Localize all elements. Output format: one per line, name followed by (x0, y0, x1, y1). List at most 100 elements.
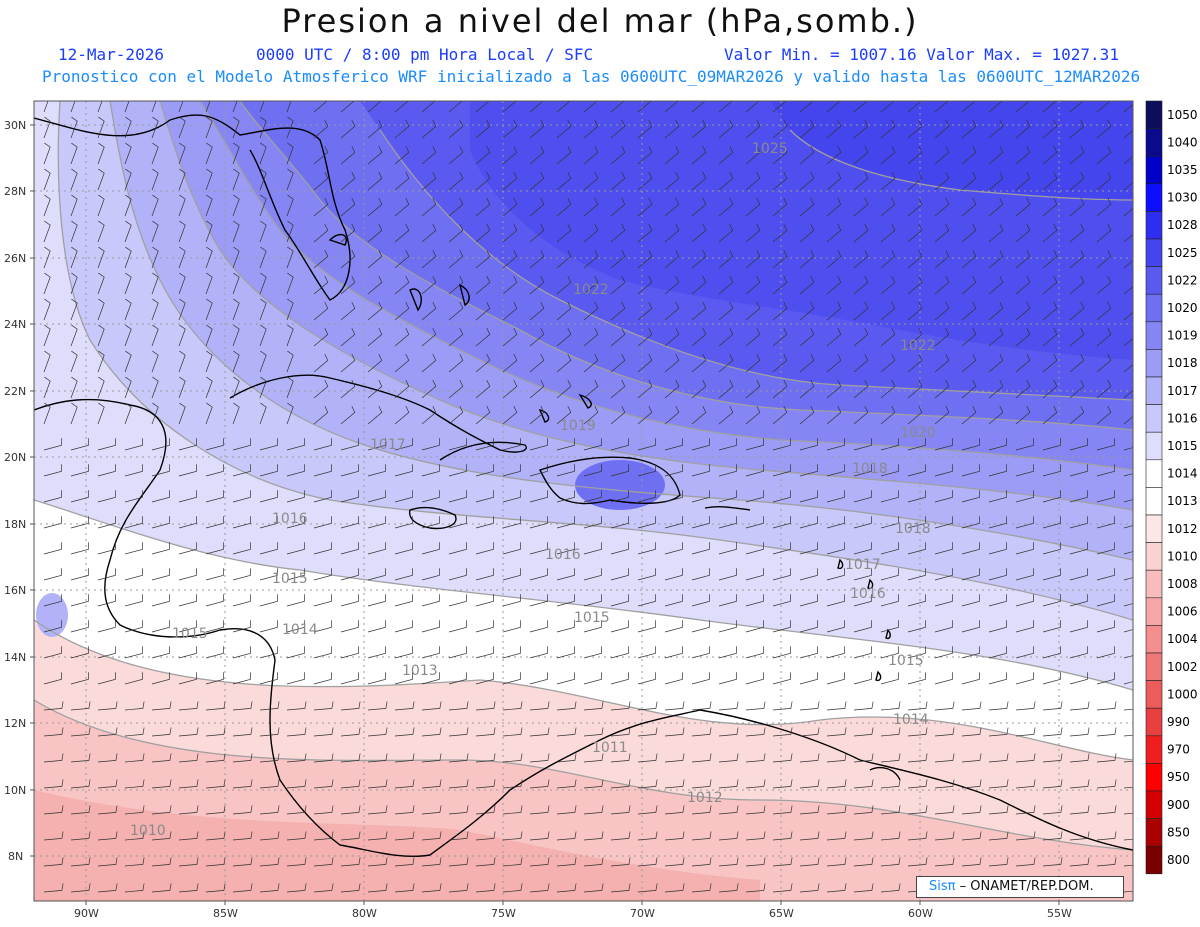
wind-barb (448, 101, 463, 113)
wind-barb (43, 402, 51, 425)
wind-barb (664, 101, 679, 113)
colorbar-label: 1030 (1167, 191, 1198, 205)
wind-barb (691, 327, 707, 347)
wind-barb (745, 353, 761, 373)
wind-barb (367, 119, 383, 139)
wind-barb (556, 464, 575, 477)
wind-barb (529, 568, 548, 581)
wind-barb (1123, 760, 1133, 763)
wind-barb (1042, 753, 1063, 763)
wind-barb (205, 246, 213, 269)
wind-barb (637, 249, 653, 269)
wind-barb (1123, 629, 1133, 633)
wind-barb (772, 101, 787, 113)
wind-barb (70, 298, 78, 321)
wind-barb (43, 594, 62, 607)
wind-barb (1015, 379, 1031, 399)
wind-barb (232, 324, 240, 347)
wind-barb (367, 646, 386, 659)
wind-barb (1123, 786, 1133, 789)
wind-barb (610, 779, 631, 789)
wind-barb (313, 197, 329, 217)
wind-barb (1069, 119, 1085, 139)
wind-barb (43, 194, 51, 217)
wind-barb (880, 301, 896, 321)
lon-ticks (85, 901, 1060, 905)
wind-barb (826, 779, 847, 789)
wind-barb (799, 831, 820, 841)
wind-barb (43, 101, 49, 113)
wind-barb (1069, 857, 1090, 867)
wind-barb (340, 145, 356, 165)
wind-barb (367, 594, 386, 607)
wind-barb (1096, 542, 1115, 555)
wind-barb (313, 805, 334, 815)
wind-barb (205, 490, 224, 503)
wind-barb (637, 542, 656, 555)
wind-barb (745, 701, 766, 711)
wind-barb (880, 249, 896, 269)
wind-barb (259, 672, 278, 685)
wind-barb (637, 620, 656, 633)
wind-barb (178, 594, 197, 607)
wind-barb (772, 883, 793, 893)
wind-barb (70, 542, 89, 555)
wind-barb (259, 883, 280, 893)
wind-barb (772, 516, 791, 529)
wind-barb (367, 753, 388, 763)
wind-barb (124, 594, 143, 607)
wind-barb (43, 490, 62, 503)
wind-barb (718, 594, 737, 607)
wind-barb (610, 249, 626, 269)
wind-barb (394, 620, 413, 633)
wind-barb (664, 405, 680, 425)
wind-barb (1096, 594, 1115, 607)
wind-barb (718, 438, 737, 451)
wind-barb (610, 379, 626, 399)
wind-barb (961, 327, 977, 347)
wind-barb (502, 101, 517, 113)
wind-barb (43, 464, 62, 477)
wind-barb (43, 672, 62, 685)
wind-barb (1096, 568, 1115, 581)
wind-barb (934, 542, 953, 555)
wind-barb (772, 405, 788, 425)
wind-barb (1015, 542, 1034, 555)
wind-barb (367, 542, 386, 555)
contour-label: 1015 (888, 653, 924, 669)
wind-barb (637, 119, 653, 139)
wind-barb (772, 805, 793, 815)
wind-barb (1042, 727, 1063, 737)
wind-barb (340, 490, 359, 503)
wind-barb (907, 405, 923, 425)
wind-barb (97, 701, 118, 711)
wind-barb (394, 857, 415, 867)
wind-barb (664, 594, 683, 607)
wind-barb (70, 350, 78, 373)
wind-barb (70, 646, 89, 659)
contour-label: 1016 (545, 547, 581, 563)
wind-barb (1069, 145, 1085, 165)
wind-barb (502, 779, 523, 789)
wind-barb (259, 701, 280, 711)
lon-label: 75W (491, 907, 516, 920)
forecast-info: Pronostico con el Modelo Atmosferico WRF… (42, 67, 1141, 86)
wind-barb (367, 249, 383, 269)
wind-barb (232, 490, 251, 503)
wind-barb (745, 197, 761, 217)
wind-barb (43, 298, 51, 321)
wind-barb (1123, 890, 1133, 893)
wind-barb (313, 171, 329, 191)
wind-barb (286, 168, 294, 191)
wind-barb (367, 857, 388, 867)
wind-barb (367, 620, 386, 633)
wind-barb (934, 646, 953, 659)
wind-barb (880, 672, 899, 685)
wind-barb (97, 831, 118, 841)
contour-label: 1015 (272, 571, 308, 587)
wind-barb (664, 464, 683, 477)
wind-barb (151, 701, 172, 711)
wind-barb (880, 490, 899, 503)
wind-barb (664, 119, 680, 139)
wind-barb (556, 672, 575, 685)
